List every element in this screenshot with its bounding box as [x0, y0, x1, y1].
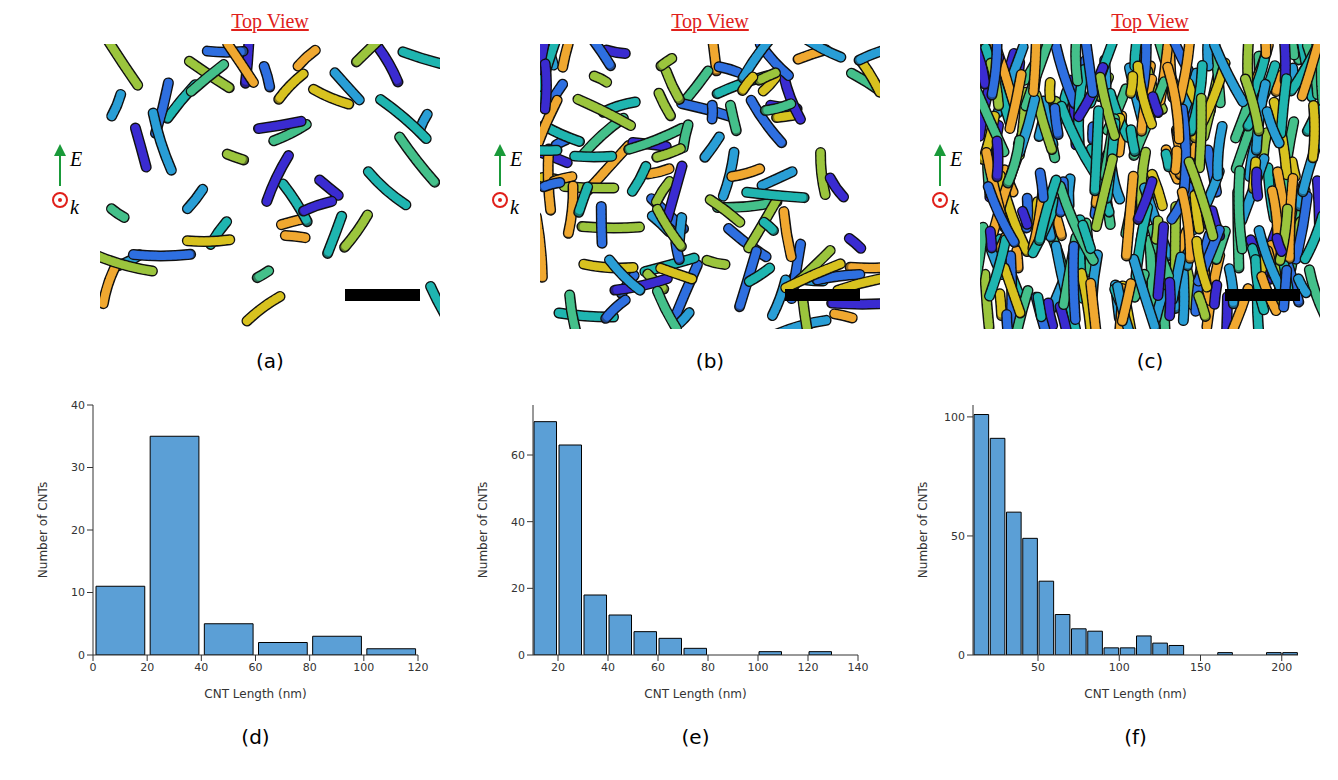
- svg-text:Number of CNTs: Number of CNTs: [916, 482, 930, 578]
- svg-text:40: 40: [601, 661, 615, 674]
- svg-text:20: 20: [551, 661, 565, 674]
- svg-text:60: 60: [511, 449, 525, 462]
- svg-text:Top View: Top View: [1111, 10, 1189, 33]
- svg-text:Top View: Top View: [671, 10, 749, 33]
- html-text:(e): (e): [681, 725, 710, 749]
- svg-text:120: 120: [798, 661, 819, 674]
- svg-text:20: 20: [71, 524, 85, 537]
- svg-text:30: 30: [71, 461, 85, 474]
- html-text:(a): (a): [256, 349, 284, 373]
- svg-text:80: 80: [701, 661, 715, 674]
- svg-text:20: 20: [511, 582, 525, 595]
- svg-text:140: 140: [848, 661, 869, 674]
- svg-text:50: 50: [951, 530, 965, 543]
- html-text:(f): (f): [1124, 725, 1147, 749]
- html-text:(b): (b): [695, 349, 725, 373]
- svg-text:k: k: [950, 196, 960, 218]
- svg-text:40: 40: [71, 399, 85, 412]
- svg-text:40: 40: [511, 516, 525, 529]
- svg-text:k: k: [510, 196, 520, 218]
- svg-text:Number of CNTs: Number of CNTs: [36, 482, 50, 578]
- svg-text:E: E: [69, 148, 82, 170]
- svg-text:0: 0: [518, 649, 525, 662]
- html-text:(d): (d): [241, 725, 270, 749]
- svg-text:0: 0: [78, 649, 85, 662]
- svg-text:40: 40: [194, 661, 208, 674]
- svg-text:100: 100: [1109, 661, 1130, 674]
- svg-text:50: 50: [1031, 661, 1045, 674]
- svg-text:100: 100: [748, 661, 769, 674]
- svg-text:200: 200: [1271, 661, 1292, 674]
- svg-text:100: 100: [944, 411, 965, 424]
- svg-text:60: 60: [249, 661, 263, 674]
- svg-text:80: 80: [303, 661, 317, 674]
- svg-text:CNT Length (nm): CNT Length (nm): [644, 687, 746, 701]
- svg-text:0: 0: [90, 661, 97, 674]
- svg-text:60: 60: [651, 661, 665, 674]
- svg-text:100: 100: [353, 661, 374, 674]
- svg-text:k: k: [70, 196, 80, 218]
- svg-text:150: 150: [1190, 661, 1211, 674]
- svg-text:120: 120: [408, 661, 429, 674]
- svg-text:Top View: Top View: [231, 10, 309, 33]
- svg-text:CNT Length (nm): CNT Length (nm): [204, 687, 306, 701]
- svg-text:20: 20: [140, 661, 154, 674]
- svg-text:Number of CNTs: Number of CNTs: [476, 482, 490, 578]
- svg-text:0: 0: [958, 649, 965, 662]
- html-text:(c): (c): [1136, 349, 1164, 373]
- svg-text:CNT Length (nm): CNT Length (nm): [1084, 687, 1186, 701]
- svg-text:E: E: [509, 148, 522, 170]
- svg-text:E: E: [949, 148, 962, 170]
- svg-text:10: 10: [71, 586, 85, 599]
